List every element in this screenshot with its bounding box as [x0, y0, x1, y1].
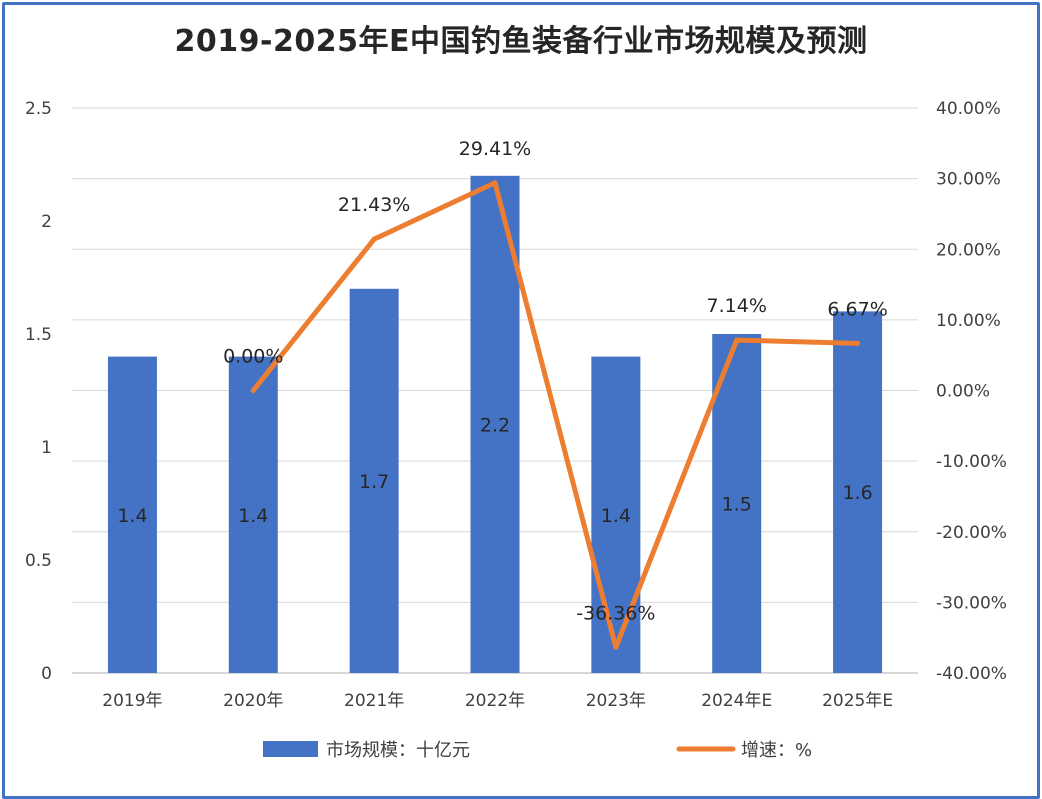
- line-data-label: 7.14%: [707, 295, 767, 317]
- y-right-tick-label: 40.00%: [936, 99, 1001, 119]
- x-tick-label: 2022年: [465, 691, 525, 711]
- y-left-tick-label: 2.5: [25, 99, 52, 119]
- growth-point: [855, 340, 861, 346]
- y-right-tick-label: 0.00%: [936, 382, 990, 402]
- y-right-tick-label: -40.00%: [936, 664, 1007, 684]
- bar-data-label: 1.4: [238, 505, 268, 527]
- bar: [107, 356, 157, 673]
- line-data-label: 0.00%: [223, 346, 283, 368]
- legend-line-label: 增速：%: [741, 740, 812, 761]
- growth-point: [250, 388, 256, 393]
- bar: [228, 356, 278, 673]
- legend-bar-swatch: [263, 741, 318, 757]
- growth-point: [613, 644, 619, 650]
- legend-bar-label: 市场规模：十亿元: [326, 740, 470, 761]
- x-tick-label: 2019年: [102, 691, 162, 711]
- y-left-tick-label: 1: [41, 438, 52, 458]
- x-tick-label: 2023年: [586, 691, 646, 711]
- y-right-tick-label: 10.00%: [936, 311, 1001, 331]
- x-tick-label: 2024年E: [701, 691, 772, 711]
- x-tick-label: 2020年: [223, 691, 283, 711]
- bar-data-label: 1.7: [359, 471, 389, 493]
- y-right-tick-label: -10.00%: [936, 452, 1007, 472]
- bar: [712, 334, 762, 673]
- x-tick-label: 2021年: [344, 691, 404, 711]
- y-right-tick-label: 20.00%: [936, 240, 1001, 260]
- growth-line: [250, 180, 861, 650]
- bar-data-label: 2.2: [480, 414, 510, 436]
- bar: [349, 288, 399, 673]
- x-tick-label: 2025年E: [822, 691, 893, 711]
- growth-point: [371, 236, 377, 242]
- bar-data-label: 1.4: [601, 505, 631, 527]
- bar: [591, 356, 641, 673]
- bar: [833, 311, 883, 673]
- bar: [470, 175, 520, 674]
- line-data-label: -36.36%: [576, 602, 655, 624]
- bar-data-label: 1.4: [117, 505, 147, 527]
- growth-point: [734, 337, 740, 343]
- bar-data-label: 1.5: [722, 494, 752, 516]
- y-left-tick-label: 0: [41, 664, 52, 684]
- y-right-tick-label: -20.00%: [936, 523, 1007, 543]
- line-data-label: 6.67%: [827, 298, 887, 320]
- line-data-label: 29.41%: [459, 138, 531, 160]
- y-left-tick-label: 0.5: [25, 551, 52, 571]
- line-data-label: 21.43%: [338, 194, 410, 216]
- y-left-tick-label: 2: [41, 212, 52, 232]
- chart-title: 2019-2025年E中国钓鱼装备行业市场规模及预测: [174, 24, 868, 59]
- y-right-tick-label: -30.00%: [936, 593, 1007, 613]
- bar-data-label: 1.6: [842, 482, 872, 504]
- growth-point: [492, 180, 498, 186]
- y-right-tick-label: 30.00%: [936, 170, 1001, 190]
- y-left-tick-label: 1.5: [25, 325, 52, 345]
